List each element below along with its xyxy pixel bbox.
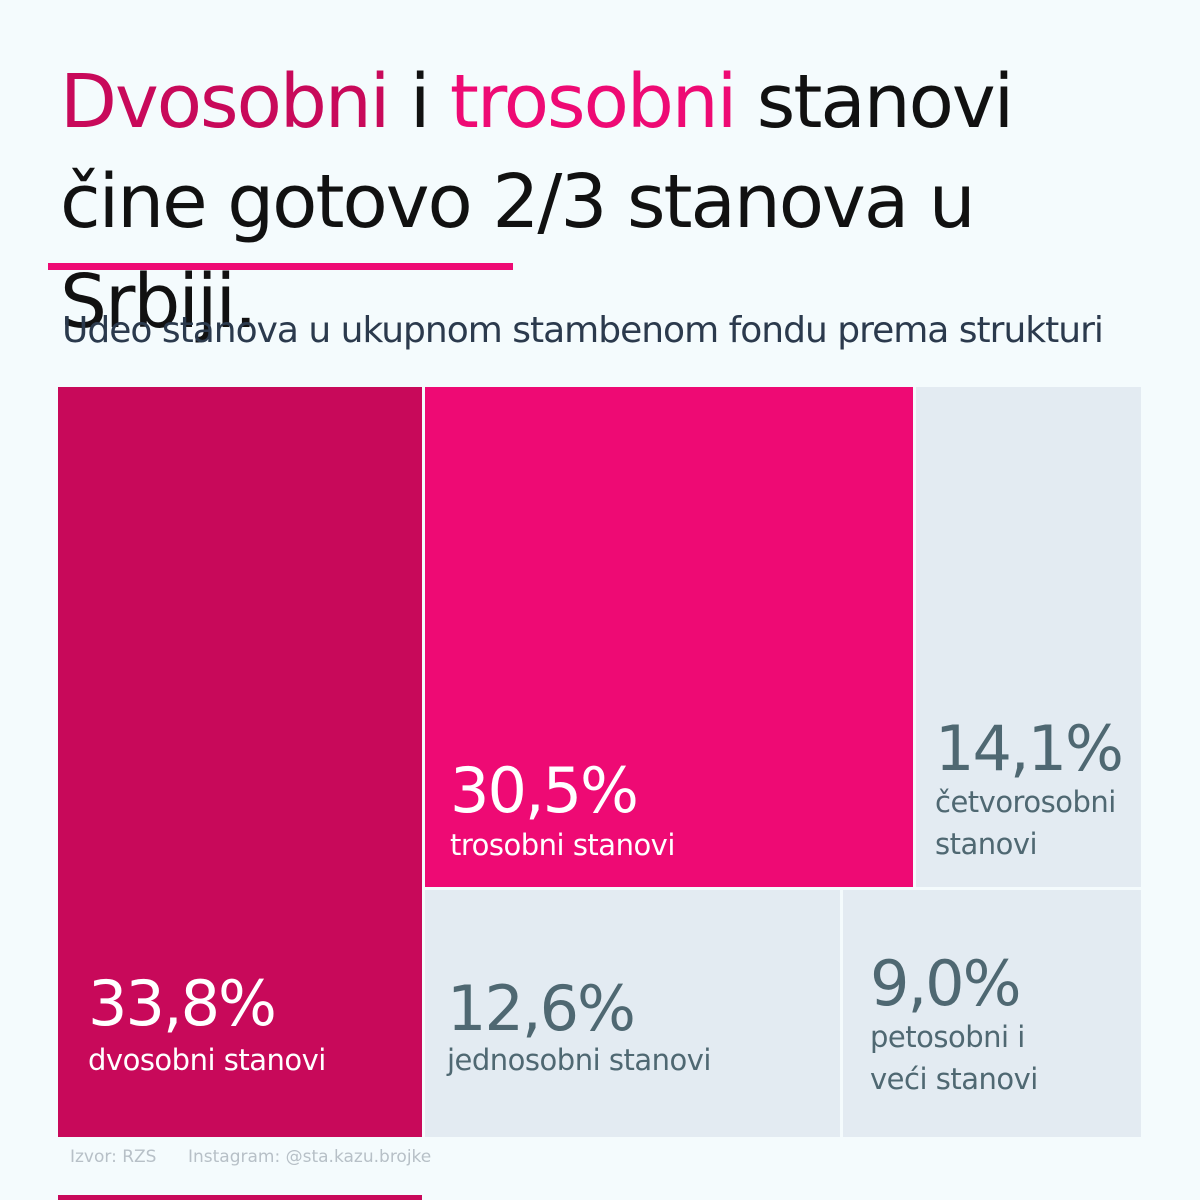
category-label-cetvorosobni-line-1: četvorosobni <box>935 785 1116 819</box>
tile-rect-cetvorosobni <box>916 387 1141 887</box>
title-text-connector: i <box>388 59 450 145</box>
treemap-tile-dvosobni: 33,8%dvosobni stanovi <box>58 387 422 1137</box>
value-label-petosobni: 9,0% <box>870 947 1020 1020</box>
value-label-dvosobni: 33,8% <box>88 967 275 1040</box>
tile-rect-dvosobni <box>58 387 422 1137</box>
tile-rect-jednosobni <box>425 890 840 1137</box>
treemap-tile-petosobni: 9,0%petosobni i veći stanovi <box>843 890 1141 1137</box>
title-text-rest: stanovi čine gotovo 2/3 stanova u Srbiji… <box>60 59 1014 345</box>
category-label-cetvorosobni-line-2: stanovi <box>935 827 1037 861</box>
value-label-cetvorosobni: 14,1% <box>935 712 1122 785</box>
source-note: Izvor: RZS <box>70 1147 157 1167</box>
chart-subtitle: Udeo stanova u ukupnom stambenom fondu p… <box>62 310 1104 351</box>
category-label-petosobni-line-1: petosobni i <box>870 1020 1025 1054</box>
category-label-trosobni: trosobni stanovi <box>450 828 675 862</box>
title-underline <box>48 263 513 270</box>
title-highlight-dvosobni: Dvosobni <box>60 59 390 145</box>
treemap-tile-cetvorosobni: 14,1%četvorosobni stanovi <box>916 387 1141 887</box>
category-label-jednosobni: jednosobni stanovi <box>446 1043 711 1077</box>
bottom-accent-strip <box>58 1195 422 1200</box>
category-label-petosobni-line-2: veći stanovi <box>870 1062 1038 1096</box>
value-label-jednosobni: 12,6% <box>447 972 634 1045</box>
title-highlight-trosobni: trosobni <box>449 59 737 145</box>
tile-rect-trosobni <box>425 387 913 887</box>
tile-rect-petosobni <box>843 890 1141 1137</box>
value-label-trosobni: 30,5% <box>450 754 637 827</box>
instagram-handle: Instagram: @sta.kazu.brojke <box>188 1147 432 1167</box>
treemap-tile-trosobni: 30,5%trosobni stanovi <box>425 387 913 887</box>
category-label-dvosobni: dvosobni stanovi <box>88 1043 326 1077</box>
chart-title: Dvosobni i trosobni stanovi čine gotovo … <box>60 52 1160 352</box>
treemap-tile-jednosobni: 12,6%jednosobni stanovi <box>425 890 840 1137</box>
